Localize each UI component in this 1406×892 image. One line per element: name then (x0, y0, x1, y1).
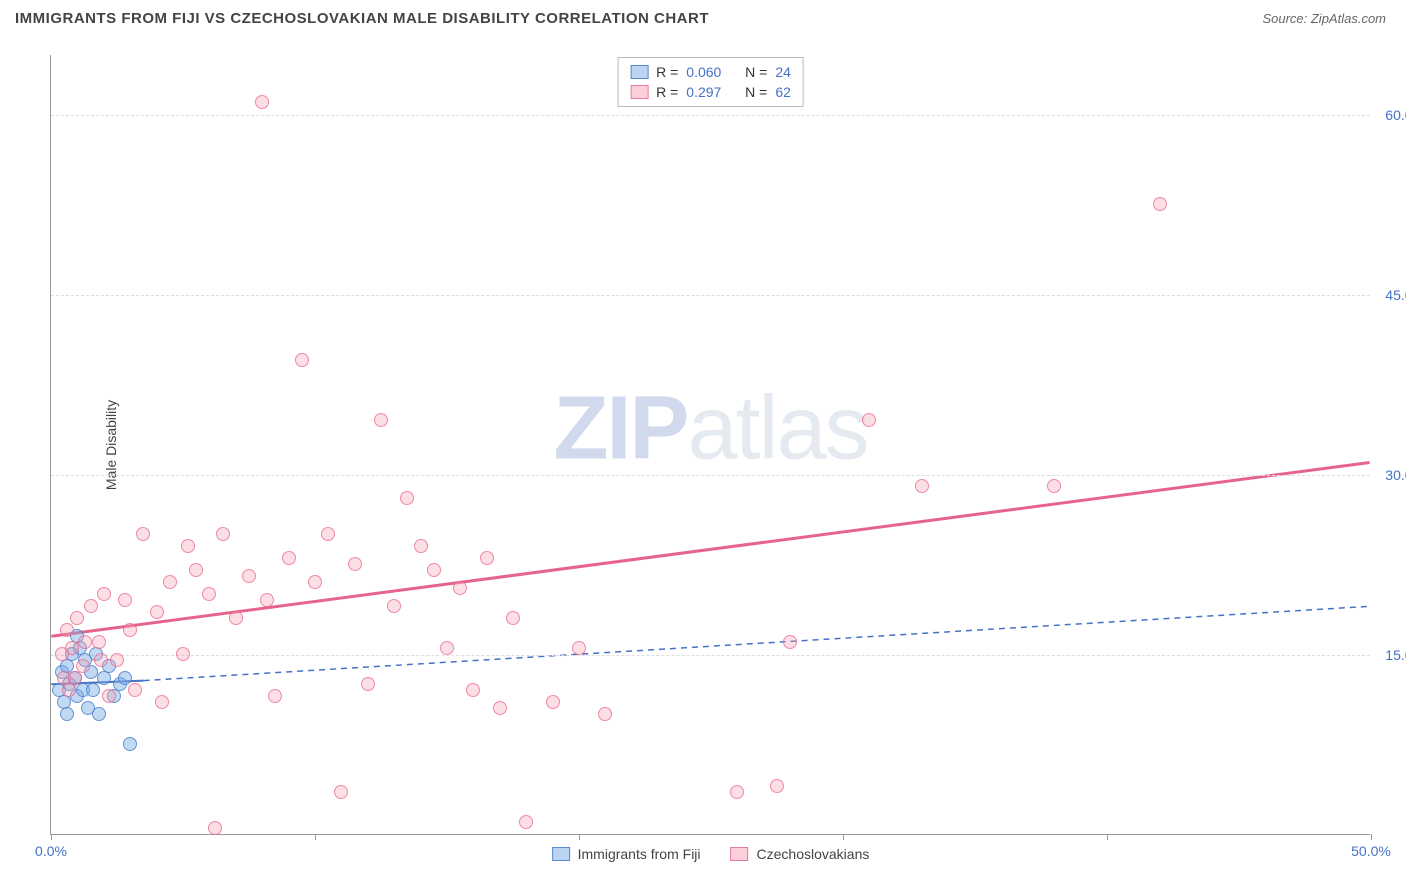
data-point (348, 557, 362, 571)
data-point (136, 527, 150, 541)
data-point (334, 785, 348, 799)
data-point (730, 785, 744, 799)
x-tick (579, 834, 580, 840)
data-point (92, 707, 106, 721)
data-point (94, 653, 108, 667)
data-point (321, 527, 335, 541)
y-axis-label: Male Disability (103, 399, 119, 489)
data-point (68, 671, 82, 685)
data-point (546, 695, 560, 709)
data-point (506, 611, 520, 625)
data-point (60, 707, 74, 721)
data-point (480, 551, 494, 565)
data-point (163, 575, 177, 589)
data-point (440, 641, 454, 655)
legend-label: Czechoslovakians (757, 846, 870, 862)
data-point (70, 611, 84, 625)
y-tick-label: 45.0% (1385, 287, 1406, 303)
data-point (783, 635, 797, 649)
data-point (453, 581, 467, 595)
data-point (519, 815, 533, 829)
data-point (308, 575, 322, 589)
data-point (150, 605, 164, 619)
data-point (189, 563, 203, 577)
data-point (414, 539, 428, 553)
data-point (102, 689, 116, 703)
data-point (128, 683, 142, 697)
x-tick (51, 834, 52, 840)
data-point (84, 599, 98, 613)
data-point (572, 641, 586, 655)
data-point (118, 671, 132, 685)
data-point (123, 623, 137, 637)
data-point (862, 413, 876, 427)
data-point (374, 413, 388, 427)
legend-swatch (630, 85, 648, 99)
data-point (118, 593, 132, 607)
x-tick (1107, 834, 1108, 840)
gridline (51, 115, 1370, 116)
x-tick (843, 834, 844, 840)
data-point (181, 539, 195, 553)
data-point (400, 491, 414, 505)
data-point (202, 587, 216, 601)
data-point (176, 647, 190, 661)
series-legend: Immigrants from Fiji Czechoslovakians (552, 846, 870, 862)
legend-row: R = 0.060 N = 24 (630, 62, 791, 82)
data-point (427, 563, 441, 577)
data-point (255, 95, 269, 109)
data-point (268, 689, 282, 703)
legend-swatch (552, 847, 570, 861)
x-tick (1371, 834, 1372, 840)
data-point (242, 569, 256, 583)
data-point (260, 593, 274, 607)
y-tick-label: 30.0% (1385, 467, 1406, 483)
data-point (361, 677, 375, 691)
data-point (1153, 197, 1167, 211)
data-point (62, 683, 76, 697)
data-point (55, 647, 69, 661)
data-point (598, 707, 612, 721)
data-point (295, 353, 309, 367)
y-tick-label: 15.0% (1385, 647, 1406, 663)
data-point (208, 821, 222, 835)
data-point (493, 701, 507, 715)
chart-title: IMMIGRANTS FROM FIJI VS CZECHOSLOVAKIAN … (15, 10, 709, 27)
data-point (110, 653, 124, 667)
gridline (51, 655, 1370, 656)
legend-row: R = 0.297 N = 62 (630, 82, 791, 102)
x-tick-label-min: 0.0% (35, 843, 67, 859)
data-point (97, 587, 111, 601)
legend-item: Immigrants from Fiji (552, 846, 701, 862)
correlation-legend: R = 0.060 N = 24 R = 0.297 N = 62 (617, 57, 804, 107)
data-point (86, 683, 100, 697)
data-point (915, 479, 929, 493)
gridline (51, 475, 1370, 476)
x-tick (315, 834, 316, 840)
data-point (282, 551, 296, 565)
x-tick-label-max: 50.0% (1351, 843, 1391, 859)
legend-label: Immigrants from Fiji (578, 846, 701, 862)
legend-swatch (731, 847, 749, 861)
legend-item: Czechoslovakians (731, 846, 870, 862)
data-point (466, 683, 480, 697)
data-point (78, 635, 92, 649)
scatter-chart: Male Disability ZIPatlas R = 0.060 N = 2… (50, 55, 1370, 835)
data-point (123, 737, 137, 751)
legend-swatch (630, 65, 648, 79)
data-point (229, 611, 243, 625)
y-tick-label: 60.0% (1385, 107, 1406, 123)
data-point (770, 779, 784, 793)
gridline (51, 295, 1370, 296)
data-point (155, 695, 169, 709)
data-point (216, 527, 230, 541)
data-point (92, 635, 106, 649)
source-label: Source: ZipAtlas.com (1262, 11, 1386, 26)
data-point (387, 599, 401, 613)
data-point (1047, 479, 1061, 493)
data-point (60, 623, 74, 637)
data-point (97, 671, 111, 685)
watermark: ZIPatlas (553, 377, 867, 480)
trend-lines (51, 55, 1370, 834)
